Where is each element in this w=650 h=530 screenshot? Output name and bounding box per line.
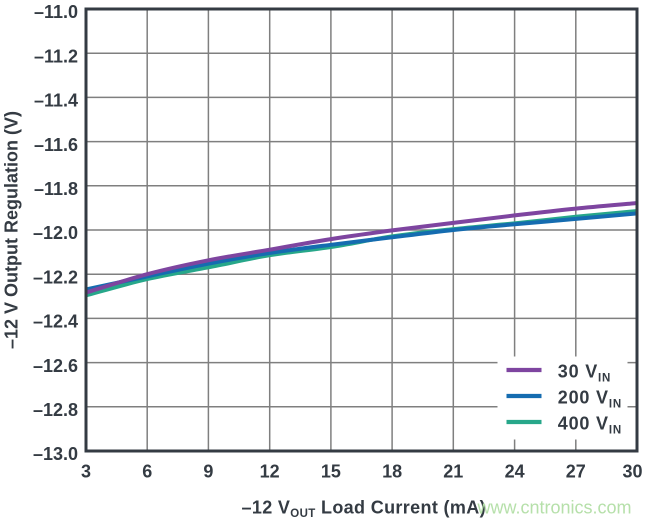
svg-text:18: 18 — [382, 462, 402, 482]
svg-text:–12.0: –12.0 — [33, 223, 78, 243]
svg-text:27: 27 — [566, 462, 586, 482]
svg-text:12: 12 — [260, 462, 280, 482]
svg-text:–11.2: –11.2 — [34, 46, 78, 66]
svg-text:–12 VOUT Load Current (mA): –12 VOUT Load Current (mA) — [242, 497, 486, 520]
svg-text:15: 15 — [321, 462, 341, 482]
svg-text:30: 30 — [622, 462, 642, 482]
svg-text:–11.0: –11.0 — [34, 2, 78, 22]
svg-text:–13.0: –13.0 — [33, 444, 78, 464]
svg-text:30 VIN: 30 VIN — [558, 362, 611, 385]
svg-text:24: 24 — [505, 462, 525, 482]
svg-text:6: 6 — [142, 462, 152, 482]
svg-text:400 VIN: 400 VIN — [558, 414, 622, 437]
svg-text:9: 9 — [203, 462, 213, 482]
svg-text:21: 21 — [443, 462, 463, 482]
svg-text:–12.2: –12.2 — [33, 267, 78, 287]
svg-text:3: 3 — [81, 462, 91, 482]
svg-text:200 VIN: 200 VIN — [558, 388, 622, 411]
svg-text:–12 V Output Regulation (V): –12 V Output Regulation (V) — [2, 111, 22, 349]
svg-text:–11.8: –11.8 — [34, 179, 78, 199]
svg-text:–12.6: –12.6 — [33, 356, 78, 376]
svg-text:–11.4: –11.4 — [34, 91, 78, 111]
svg-text:–12.4: –12.4 — [33, 312, 78, 332]
svg-text:–11.6: –11.6 — [34, 135, 78, 155]
svg-text:www.cntronics.com: www.cntronics.com — [477, 498, 632, 518]
svg-text:–12.8: –12.8 — [33, 400, 78, 420]
